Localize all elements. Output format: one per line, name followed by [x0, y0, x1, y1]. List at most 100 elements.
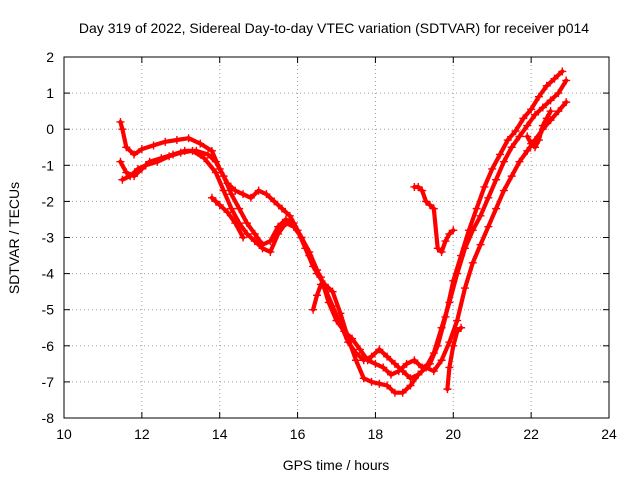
data-point	[116, 117, 125, 126]
data-point	[492, 204, 501, 213]
data-point	[398, 388, 407, 397]
data-point	[223, 208, 232, 217]
data-point	[523, 121, 532, 130]
data-point	[484, 193, 493, 202]
data-point	[558, 67, 567, 76]
data-point	[519, 114, 528, 123]
data-point	[313, 291, 322, 300]
data-point	[211, 168, 220, 177]
data-point	[503, 136, 512, 145]
data-point	[534, 92, 543, 101]
data-point	[453, 327, 462, 336]
data-point	[118, 125, 127, 134]
data-point	[122, 168, 131, 177]
data-point	[204, 150, 213, 159]
data-point	[422, 197, 431, 206]
data-point	[149, 141, 158, 150]
x-tick-label: 14	[212, 426, 228, 442]
data-point	[429, 204, 438, 213]
data-point	[480, 182, 489, 191]
data-point	[562, 76, 571, 85]
series-3	[118, 98, 571, 397]
data-point	[231, 219, 240, 228]
data-point	[313, 269, 322, 278]
y-tick-label: 2	[46, 49, 54, 65]
data-point	[231, 186, 240, 195]
data-point	[445, 298, 454, 307]
data-point	[531, 143, 540, 152]
data-point	[453, 269, 462, 278]
data-point	[116, 157, 125, 166]
data-point	[355, 345, 364, 354]
data-point	[274, 229, 283, 238]
data-point	[457, 323, 466, 332]
data-point	[367, 352, 376, 361]
y-tick-label: -3	[42, 230, 55, 246]
data-point	[289, 222, 298, 231]
data-point	[476, 240, 485, 249]
data-point	[227, 204, 236, 213]
data-point	[250, 229, 259, 238]
data-point	[359, 356, 368, 365]
data-point	[542, 81, 551, 90]
data-point	[270, 197, 279, 206]
y-tick-label: -1	[42, 157, 55, 173]
series-4	[207, 193, 248, 242]
data-point	[562, 98, 571, 107]
data-point	[429, 349, 438, 358]
data-point	[523, 146, 532, 155]
data-point	[137, 145, 146, 154]
data-point	[554, 89, 563, 98]
series-8	[523, 107, 555, 152]
data-point	[554, 107, 563, 116]
data-point	[188, 146, 197, 155]
data-point	[227, 190, 236, 199]
data-point	[383, 381, 392, 390]
y-tick-label: -8	[42, 410, 55, 426]
data-point	[141, 161, 150, 170]
data-point	[422, 363, 431, 372]
x-tick-label: 16	[290, 426, 306, 442]
data-point	[499, 157, 508, 166]
data-point	[527, 105, 536, 114]
data-point	[414, 370, 423, 379]
data-point	[207, 146, 216, 155]
data-point	[437, 356, 446, 365]
data-point	[239, 190, 248, 199]
data-point	[242, 229, 251, 238]
data-point	[328, 302, 337, 311]
data-point	[390, 359, 399, 368]
data-point	[402, 359, 411, 368]
data-point	[215, 201, 224, 210]
x-tick-label: 20	[445, 426, 461, 442]
data-point	[515, 157, 524, 166]
data-point	[242, 219, 251, 228]
data-point	[375, 379, 384, 388]
data-point	[492, 175, 501, 184]
data-point	[211, 157, 220, 166]
data-point	[367, 377, 376, 386]
data-point	[297, 233, 306, 242]
data-point	[285, 211, 294, 220]
data-point	[445, 363, 454, 372]
y-tick-label: 0	[46, 121, 54, 137]
x-axis-label: GPS time / hours	[283, 457, 390, 473]
data-point	[418, 186, 427, 195]
data-point	[161, 137, 170, 146]
data-point	[445, 229, 454, 238]
data-point	[410, 356, 419, 365]
data-point	[278, 204, 286, 213]
y-tick-label: -5	[42, 302, 55, 318]
data-point	[460, 284, 469, 293]
y-tick-label: -7	[42, 374, 55, 390]
x-tick-label: 22	[523, 426, 539, 442]
series-6	[410, 182, 458, 256]
data-point	[527, 139, 536, 148]
data-point	[443, 385, 452, 394]
data-point	[281, 219, 290, 228]
data-point	[437, 323, 446, 332]
x-tick-label: 12	[134, 426, 150, 442]
data-point	[200, 154, 209, 163]
data-point	[316, 280, 325, 289]
